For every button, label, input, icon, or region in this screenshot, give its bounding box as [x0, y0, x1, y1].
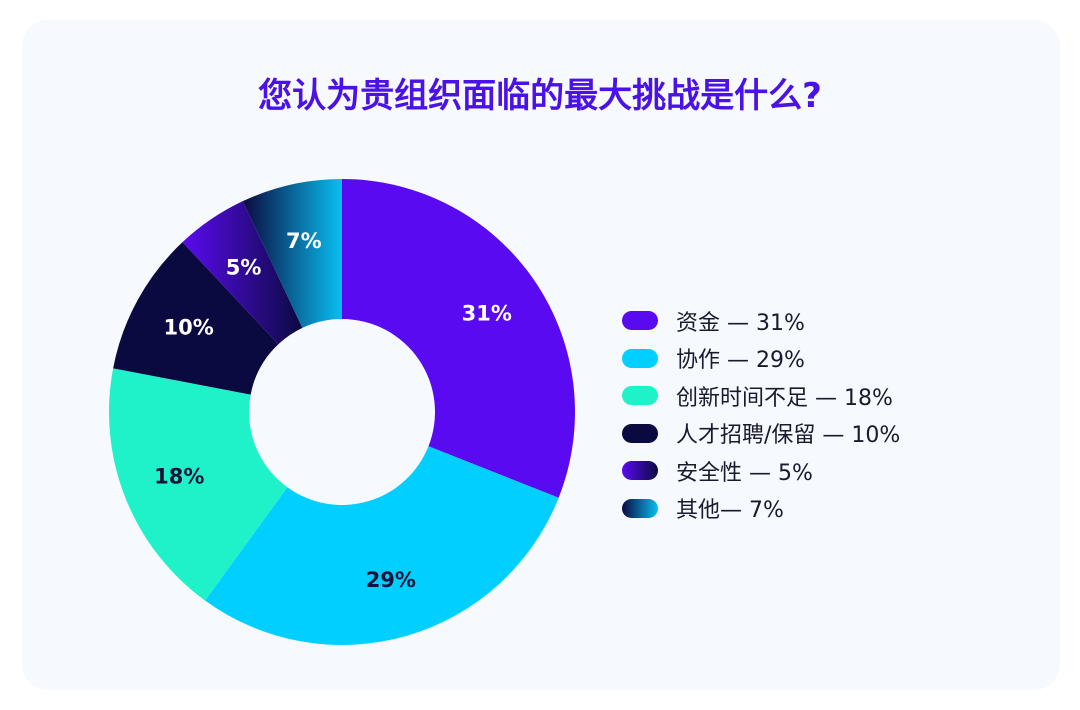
- legend-swatch-security: [622, 461, 658, 481]
- slice-label-funding: 31%: [462, 302, 512, 326]
- legend-swatch-collaboration: [622, 348, 658, 368]
- legend-item-funding: 资金 — 31%: [622, 302, 900, 340]
- slice-label-collaboration: 29%: [366, 568, 416, 592]
- slice-label-other: 7%: [286, 229, 322, 253]
- slice-security: [182, 201, 303, 345]
- legend-label-talent: 人才招聘/保留 — 10%: [676, 423, 901, 449]
- legend-swatch-other: [622, 498, 658, 518]
- legend-item-security: 安全性 — 5%: [622, 452, 900, 490]
- slice-innovation-time: [108, 368, 288, 601]
- legend-swatch-innovation-time: [622, 386, 658, 406]
- legend-label-innovation-time: 创新时间不足 — 18%: [676, 385, 893, 411]
- legend-label-security: 安全性 — 5%: [676, 460, 813, 486]
- chart-legend: 资金 — 31% 协作 — 29% 创新时间不足 — 18% 人才招聘/保留 — 10…: [622, 302, 900, 527]
- legend-label-other: 其他— 7%: [676, 498, 784, 524]
- slice-label-security: 5%: [226, 255, 262, 279]
- legend-label-funding: 资金 — 31%: [676, 310, 805, 336]
- legend-item-collaboration: 协作 — 29%: [622, 340, 900, 378]
- legend-item-other: 其他— 7%: [622, 490, 900, 528]
- legend-swatch-talent: [622, 423, 658, 443]
- slice-label-innovation-time: 18%: [154, 464, 204, 488]
- slice-other: [242, 179, 342, 328]
- slice-collaboration: [205, 446, 559, 646]
- slice-funding: [342, 179, 576, 498]
- slice-label-talent: 10%: [164, 316, 214, 340]
- legend-swatch-funding: [622, 311, 658, 331]
- legend-item-talent: 人才招聘/保留 — 10%: [622, 415, 900, 453]
- legend-item-innovation-time: 创新时间不足 — 18%: [622, 377, 900, 415]
- slice-talent: [113, 242, 279, 395]
- chart-title: 您认为贵组织面临的最大挑战是什么?: [258, 76, 822, 116]
- legend-label-collaboration: 协作 — 29%: [676, 348, 805, 374]
